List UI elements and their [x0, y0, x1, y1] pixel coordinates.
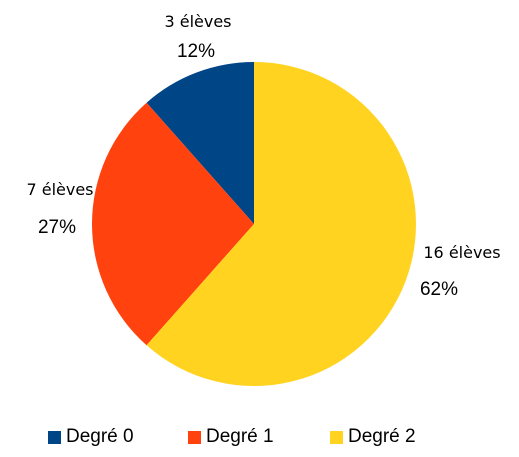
legend-item-degre-0: Degré 0 — [48, 424, 134, 450]
slice-percent-label-degre-1: 27% — [38, 217, 76, 238]
pie-slice-degre-0 — [146, 62, 254, 224]
pie-slice-degre-1 — [91, 102, 254, 346]
pie-slice-degre-2 — [146, 62, 416, 386]
pie-slices — [91, 62, 416, 386]
legend-swatch-degre-0 — [48, 430, 61, 444]
legend-swatch-degre-2 — [330, 430, 343, 444]
legend-label-degre-0: Degré 0 — [66, 426, 134, 447]
chart-legend: Degré 0 Degré 1 Degré 2 — [0, 424, 519, 450]
legend-item-degre-1: Degré 1 — [188, 424, 274, 450]
slice-percent-label-degre-2: 62% — [420, 279, 458, 300]
slice-count-label-degre-1: 7 élèves — [26, 180, 93, 199]
slice-count-label-degre-2: 16 élèves — [423, 243, 500, 262]
legend-label-degre-2: Degré 2 — [348, 426, 416, 447]
legend-swatch-degre-1 — [188, 430, 201, 444]
slice-count-label-degre-0: 3 élèves — [164, 12, 231, 31]
slice-percent-label-degre-0: 12% — [177, 41, 215, 62]
legend-item-degre-2: Degré 2 — [330, 424, 416, 450]
legend-label-degre-1: Degré 1 — [206, 426, 274, 447]
